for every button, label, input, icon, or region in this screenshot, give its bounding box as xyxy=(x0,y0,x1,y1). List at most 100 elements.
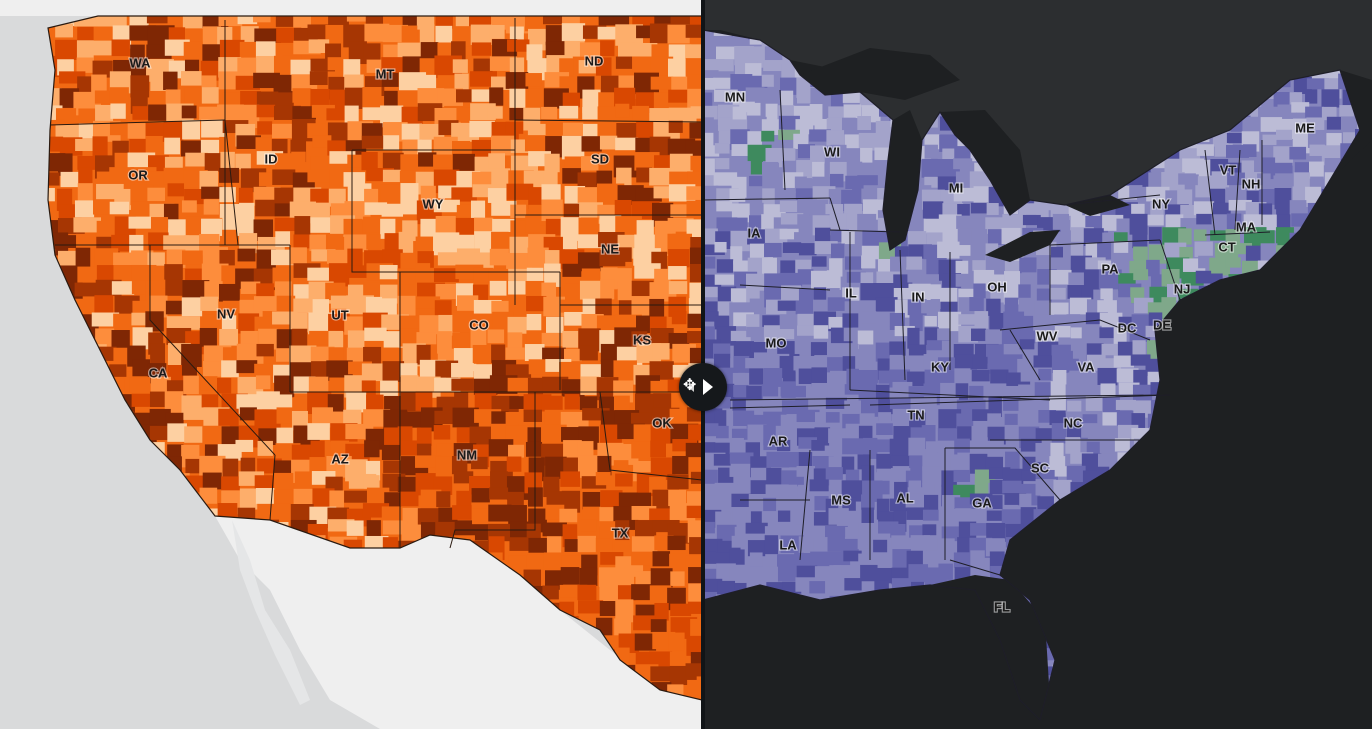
county-cell xyxy=(1098,269,1122,290)
county-cell xyxy=(578,60,596,74)
county-cell xyxy=(731,428,755,440)
county-cell xyxy=(986,344,1007,358)
county-cell xyxy=(221,360,239,378)
county-cell xyxy=(382,169,401,183)
county-cell xyxy=(668,632,685,651)
county-cell xyxy=(542,522,567,537)
county-cell xyxy=(127,123,148,139)
county-cell xyxy=(420,42,439,60)
county-cell xyxy=(766,467,782,485)
county-cell xyxy=(779,200,798,213)
county-cell xyxy=(582,506,601,521)
county-cell xyxy=(128,216,152,229)
county-cell xyxy=(716,425,729,439)
county-cell xyxy=(986,522,1006,539)
state-label-tn: TN xyxy=(907,407,924,422)
county-cell xyxy=(452,153,475,171)
county-cell xyxy=(811,256,827,267)
county-cell xyxy=(509,88,526,108)
county-cell xyxy=(579,396,598,410)
county-cell xyxy=(634,633,657,651)
county-cell xyxy=(344,74,364,91)
county-cell xyxy=(669,553,690,573)
county-cell xyxy=(938,563,953,580)
county-cell xyxy=(957,228,974,248)
county-cell xyxy=(75,247,91,270)
county-cell xyxy=(472,344,493,364)
county-cell xyxy=(564,40,585,57)
county-cell xyxy=(1324,158,1343,170)
county-cell xyxy=(781,285,802,301)
county-cell xyxy=(91,40,112,56)
county-cell xyxy=(746,314,760,330)
county-cell xyxy=(703,228,718,247)
county-cell xyxy=(1019,493,1032,511)
county-cell xyxy=(631,551,656,566)
county-cell xyxy=(893,426,915,441)
county-cell xyxy=(763,60,787,72)
county-cell xyxy=(631,441,653,459)
county-cell xyxy=(203,314,224,330)
county-cell xyxy=(541,332,563,347)
county-cell xyxy=(703,31,710,45)
county-cell xyxy=(687,679,702,699)
county-cell xyxy=(55,39,79,60)
county-cell xyxy=(687,331,702,344)
county-cell xyxy=(111,234,135,252)
county-cell xyxy=(731,535,756,548)
county-cell xyxy=(1097,367,1118,386)
county-cell xyxy=(382,520,408,535)
county-cell xyxy=(401,25,418,45)
county-cell xyxy=(1066,358,1079,371)
county-cell xyxy=(416,344,431,365)
county-cell xyxy=(505,425,530,444)
county-cell xyxy=(163,121,184,141)
swipe-handle[interactable]: ✥ xyxy=(679,363,727,411)
county-cell xyxy=(561,23,586,42)
county-cell xyxy=(1038,368,1052,381)
county-cell xyxy=(559,508,578,523)
county-cell xyxy=(1100,442,1124,454)
county-cell xyxy=(1178,228,1192,245)
county-cell xyxy=(348,41,367,65)
state-border xyxy=(729,404,851,409)
county-cell xyxy=(889,341,906,356)
county-cell xyxy=(253,219,274,242)
county-cell xyxy=(508,444,525,458)
county-cell xyxy=(1022,214,1041,226)
county-cell xyxy=(579,280,601,305)
county-cell xyxy=(560,471,581,487)
county-cell xyxy=(1309,144,1325,156)
county-cell xyxy=(745,522,768,534)
county-cell xyxy=(397,268,418,289)
county-cell xyxy=(201,75,217,89)
county-cell xyxy=(560,217,582,241)
county-cell xyxy=(729,549,745,565)
county-cell xyxy=(1131,427,1149,440)
county-cell xyxy=(74,16,99,27)
county-cell xyxy=(843,550,862,562)
county-cell xyxy=(714,89,738,102)
county-cell xyxy=(167,183,185,197)
county-cell xyxy=(667,233,692,254)
state-label-ut: UT xyxy=(331,307,348,322)
county-cell xyxy=(650,328,674,344)
county-cell xyxy=(972,356,988,370)
county-cell xyxy=(433,425,451,440)
county-cell xyxy=(219,283,240,302)
county-cell xyxy=(546,536,562,557)
county-cell xyxy=(703,145,720,157)
county-cell xyxy=(861,507,874,525)
county-cell xyxy=(987,413,1002,429)
county-cell xyxy=(809,581,826,594)
county-cell xyxy=(717,580,736,595)
county-cell xyxy=(600,40,615,57)
county-cell xyxy=(310,217,333,233)
county-cell xyxy=(109,87,129,105)
county-cell xyxy=(1257,173,1271,186)
county-cell xyxy=(730,484,752,496)
county-cell xyxy=(1051,423,1067,444)
county-cell xyxy=(474,156,493,173)
